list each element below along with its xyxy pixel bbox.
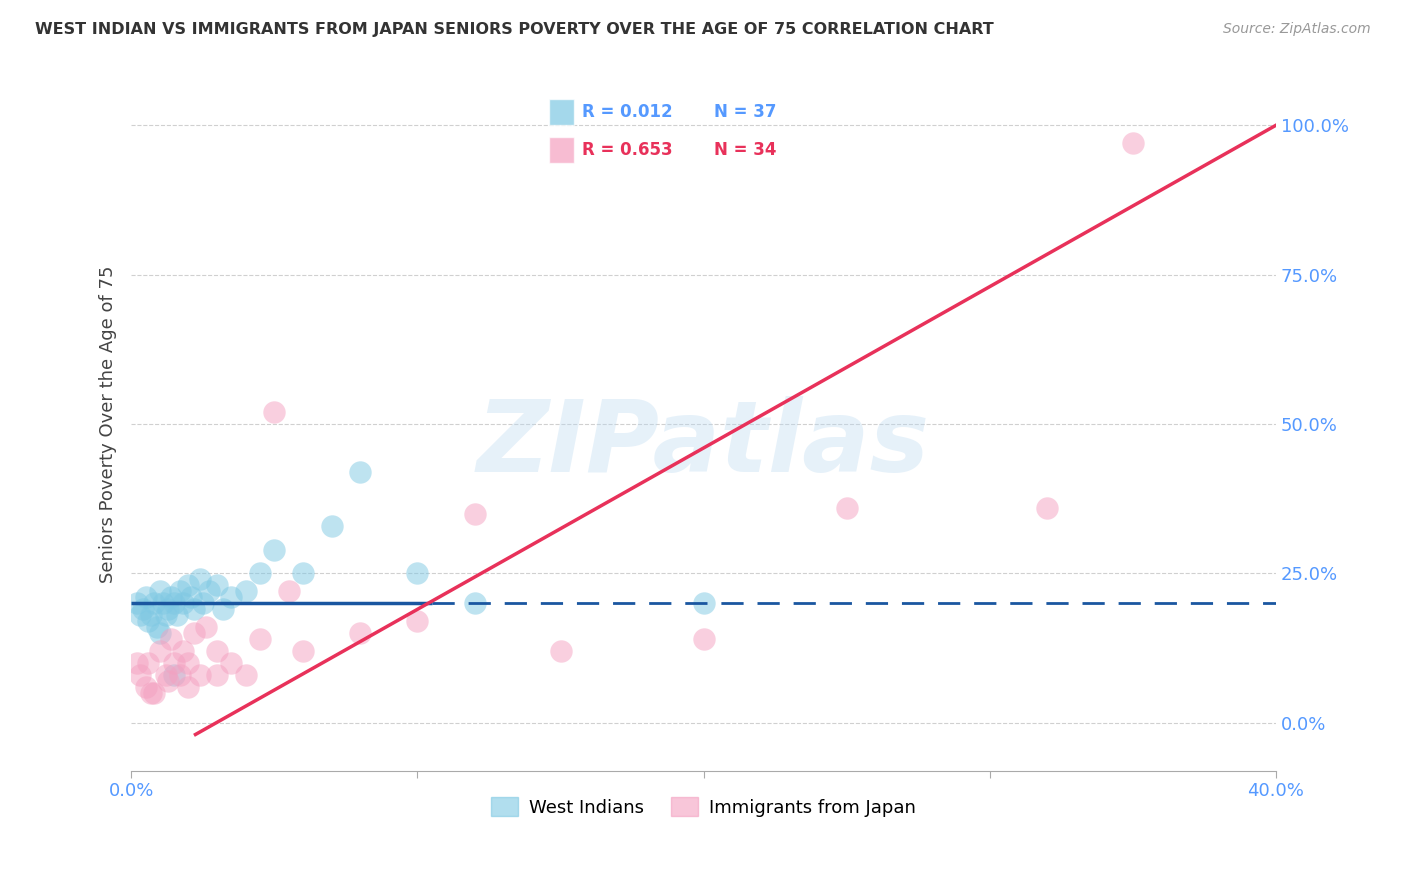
Legend: West Indians, Immigrants from Japan: West Indians, Immigrants from Japan [484, 790, 924, 824]
Point [149, 584, 172, 599]
Point [406, 566, 429, 581]
Point [197, 584, 219, 599]
Point [464, 507, 486, 521]
Point [143, 596, 166, 610]
Point [291, 566, 314, 581]
Text: ZIPatlas: ZIPatlas [477, 396, 931, 493]
Point [464, 596, 486, 610]
Point [177, 656, 200, 670]
Point [141, 686, 163, 700]
Point [263, 542, 285, 557]
Point [291, 644, 314, 658]
Point [135, 680, 157, 694]
Point [188, 668, 211, 682]
Point [191, 596, 214, 610]
Point [692, 596, 714, 610]
Point [235, 584, 257, 599]
Point [550, 644, 572, 658]
Point [211, 602, 233, 616]
Point [249, 566, 271, 581]
Point [157, 674, 180, 689]
Point [131, 602, 153, 616]
Point [172, 596, 194, 610]
Point [125, 596, 148, 610]
Point [180, 591, 202, 605]
Point [349, 626, 371, 640]
Point [692, 632, 714, 647]
Y-axis label: Seniors Poverty Over the Age of 75: Seniors Poverty Over the Age of 75 [100, 265, 117, 582]
Point [163, 656, 186, 670]
Point [135, 591, 157, 605]
Point [205, 578, 228, 592]
Point [169, 584, 191, 599]
Point [141, 608, 163, 623]
Point [183, 626, 205, 640]
Point [149, 626, 172, 640]
Point [149, 644, 172, 658]
Point [277, 584, 299, 599]
Point [249, 632, 271, 647]
Point [172, 644, 194, 658]
Point [138, 615, 160, 629]
Text: Source: ZipAtlas.com: Source: ZipAtlas.com [1223, 22, 1371, 37]
Point [263, 405, 285, 419]
Point [128, 608, 150, 623]
Point [321, 518, 343, 533]
Point [163, 668, 186, 682]
Point [406, 615, 429, 629]
Point [177, 578, 200, 592]
Point [221, 591, 243, 605]
Point [163, 596, 186, 610]
Point [835, 500, 858, 515]
Point [1122, 136, 1144, 151]
Point [128, 668, 150, 682]
Point [160, 591, 183, 605]
Point [125, 656, 148, 670]
Point [146, 620, 169, 634]
Point [138, 656, 160, 670]
Point [157, 602, 180, 616]
Point [143, 686, 166, 700]
Point [177, 680, 200, 694]
Point [349, 465, 371, 479]
Point [155, 668, 177, 682]
Point [1036, 500, 1059, 515]
Point [221, 656, 243, 670]
Text: WEST INDIAN VS IMMIGRANTS FROM JAPAN SENIORS POVERTY OVER THE AGE OF 75 CORRELAT: WEST INDIAN VS IMMIGRANTS FROM JAPAN SEN… [35, 22, 994, 37]
Point [205, 644, 228, 658]
Point [166, 608, 188, 623]
Point [183, 602, 205, 616]
Point [155, 608, 177, 623]
Point [160, 632, 183, 647]
Point [169, 668, 191, 682]
Point [188, 573, 211, 587]
Point [152, 596, 174, 610]
Point [205, 668, 228, 682]
Point [194, 620, 217, 634]
Point [235, 668, 257, 682]
